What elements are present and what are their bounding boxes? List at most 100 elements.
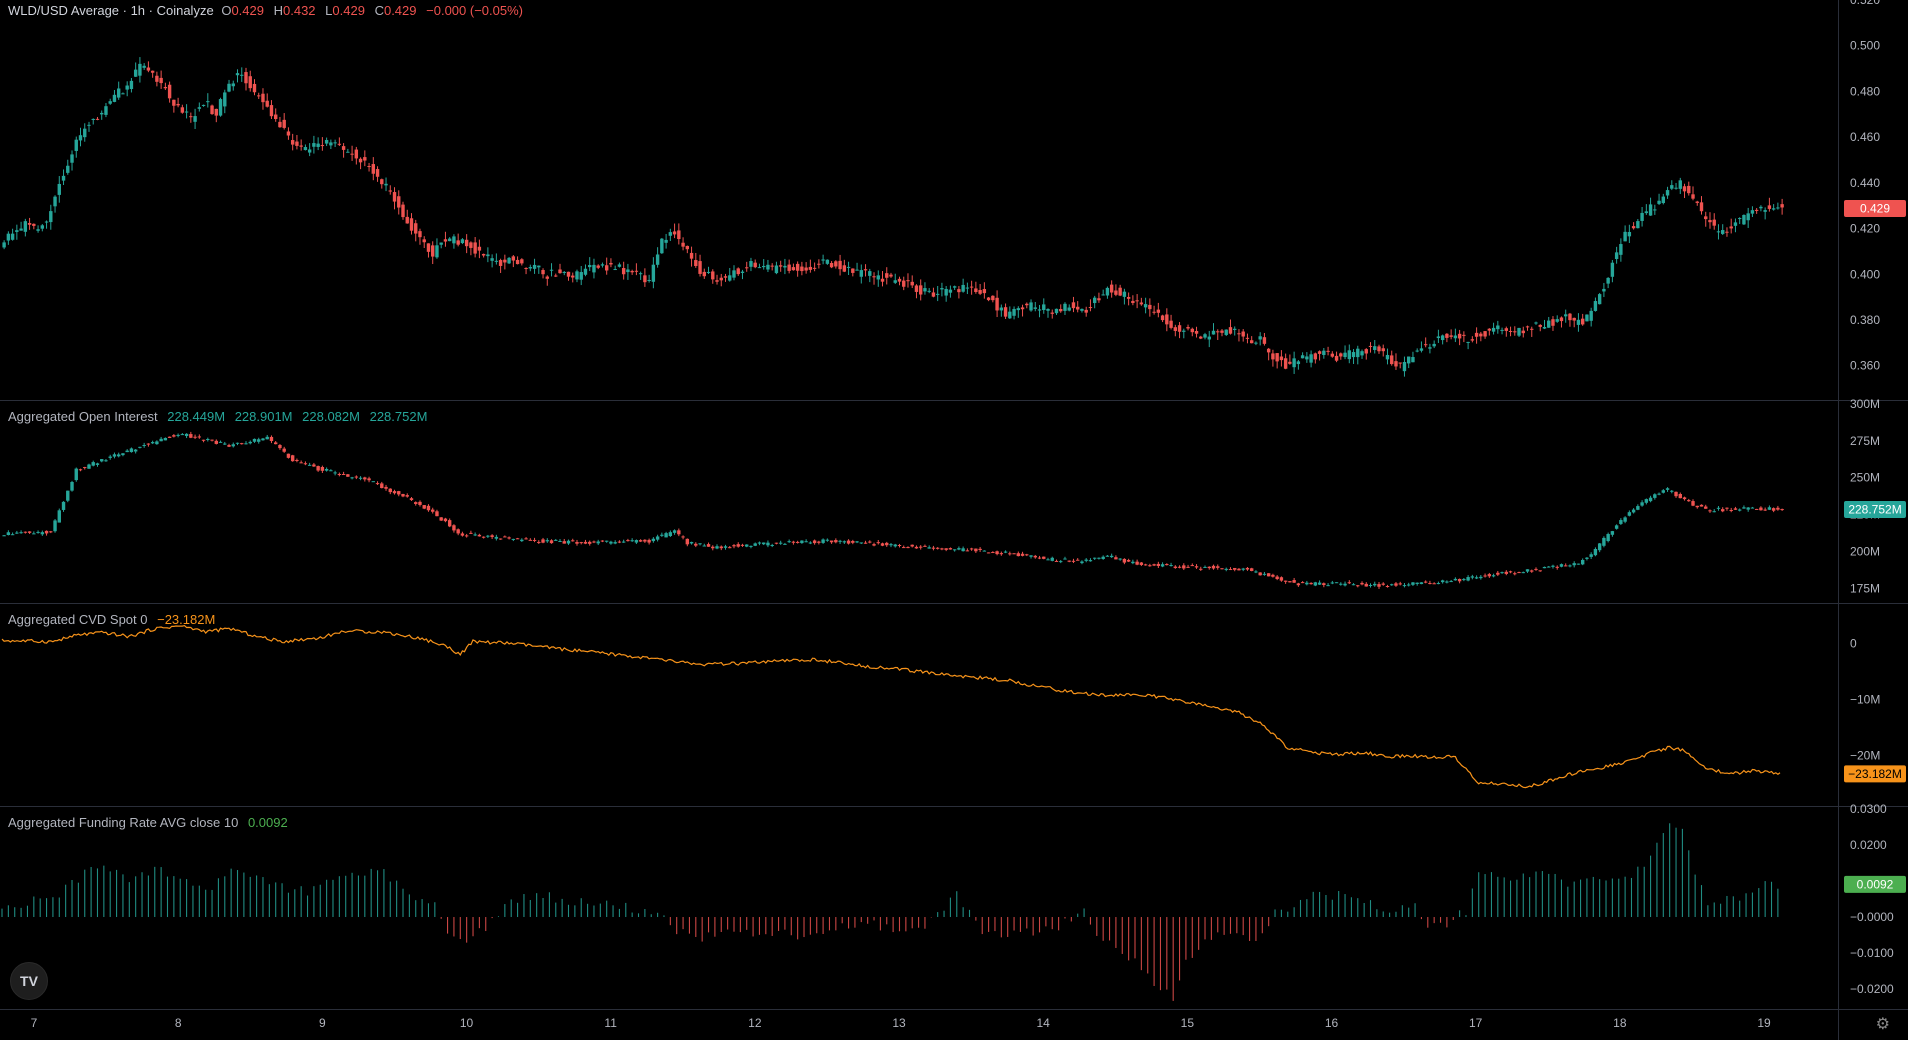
x-tick-label: 13 <box>892 1016 906 1030</box>
candle-body <box>634 270 639 272</box>
candle-body <box>795 541 800 543</box>
candle-body <box>1636 221 1640 229</box>
candle-body <box>1470 339 1475 341</box>
candle-body <box>1619 244 1623 255</box>
candle-body <box>150 442 155 444</box>
candle-body <box>668 532 673 537</box>
candle-body <box>986 297 991 301</box>
candle-body <box>1653 494 1657 498</box>
candle-body <box>486 254 490 257</box>
candle-body <box>1330 582 1335 584</box>
candle-body <box>604 540 609 542</box>
candle-body <box>244 443 248 445</box>
candle-body <box>1644 499 1649 503</box>
candle-body <box>1610 531 1615 535</box>
x-tick-label: 19 <box>1757 1016 1771 1030</box>
candle-body <box>133 69 138 77</box>
candle-body <box>935 293 940 295</box>
candle-body <box>1101 556 1105 560</box>
candle-body <box>1381 348 1385 352</box>
candle-body <box>711 271 715 280</box>
candle-body <box>655 254 660 265</box>
tradingview-logo[interactable]: TV <box>10 962 48 1000</box>
candle-body <box>889 274 893 277</box>
candle-body <box>991 295 995 301</box>
candle-body <box>1118 558 1122 560</box>
candle-body <box>1513 331 1517 333</box>
candle-body <box>1500 572 1504 574</box>
candle-body <box>791 541 796 543</box>
candle-body <box>583 268 588 275</box>
candle-body <box>689 541 694 544</box>
candle-body <box>1491 327 1496 332</box>
candle-body <box>49 531 53 533</box>
candle-body <box>804 267 808 271</box>
candle-body <box>511 538 516 540</box>
candle-body <box>172 435 176 437</box>
candle-body <box>846 266 851 268</box>
candle-body <box>927 547 931 549</box>
candle-body <box>1648 497 1653 502</box>
candle-body <box>889 544 893 546</box>
candle-body <box>447 238 452 242</box>
candle-body <box>1496 572 1500 575</box>
candle-body <box>1360 582 1364 585</box>
candle-body <box>643 539 647 542</box>
candle-body <box>1279 356 1284 361</box>
candle-body <box>808 266 813 270</box>
candle-body <box>910 544 914 547</box>
candle-body <box>363 477 367 480</box>
candle-body <box>1508 330 1513 332</box>
candle-body <box>1428 347 1432 349</box>
candle-body <box>655 536 660 540</box>
candle-body <box>384 486 388 489</box>
candle-body <box>515 538 520 540</box>
candle-body <box>1203 566 1207 568</box>
candle-body <box>392 491 397 494</box>
settings-gear-icon[interactable]: ⚙ <box>1875 1016 1890 1033</box>
candle-body <box>851 268 855 273</box>
candle-body <box>1657 200 1661 204</box>
candle-body <box>1092 297 1097 304</box>
candle-body <box>1152 564 1156 566</box>
candle-body <box>541 270 545 275</box>
oi-value-2: 228.901M <box>234 409 293 424</box>
candle-body <box>257 439 261 442</box>
candle-body <box>303 147 308 151</box>
candle-body <box>426 243 431 252</box>
candle-body <box>193 116 197 122</box>
candle-body <box>57 183 61 195</box>
candle-body <box>749 545 753 547</box>
candle-body <box>1479 333 1483 337</box>
candle-body <box>341 146 346 150</box>
candle-body <box>961 548 965 552</box>
candle-body <box>1572 563 1576 566</box>
candle-body <box>1559 564 1564 567</box>
candle-body <box>1674 187 1678 189</box>
candle-body <box>532 264 537 269</box>
x-tick-label: 8 <box>175 1016 182 1030</box>
candle-body <box>380 483 384 489</box>
candle-body <box>1228 327 1233 334</box>
candle-body <box>1245 337 1250 339</box>
candle-body <box>269 105 274 117</box>
y-tick-label: 0.420 <box>1850 222 1880 236</box>
candle-body <box>1037 309 1042 311</box>
y-tick-label: −10M <box>1850 692 1880 706</box>
candle-body <box>1457 333 1462 339</box>
candle-body <box>112 454 117 457</box>
candle-body <box>1228 569 1233 571</box>
candle-body <box>812 540 817 544</box>
candle-body <box>579 272 583 280</box>
candle-body <box>1025 303 1029 306</box>
candle-body <box>1699 202 1704 212</box>
candle-body <box>498 260 503 266</box>
candle-body <box>1029 302 1033 311</box>
candle-body <box>1063 303 1067 311</box>
candle-body <box>70 154 74 163</box>
candle-body <box>1182 330 1186 332</box>
candle-body <box>821 259 825 261</box>
x-tick-label: 16 <box>1325 1016 1339 1030</box>
candle-body <box>1402 585 1407 587</box>
